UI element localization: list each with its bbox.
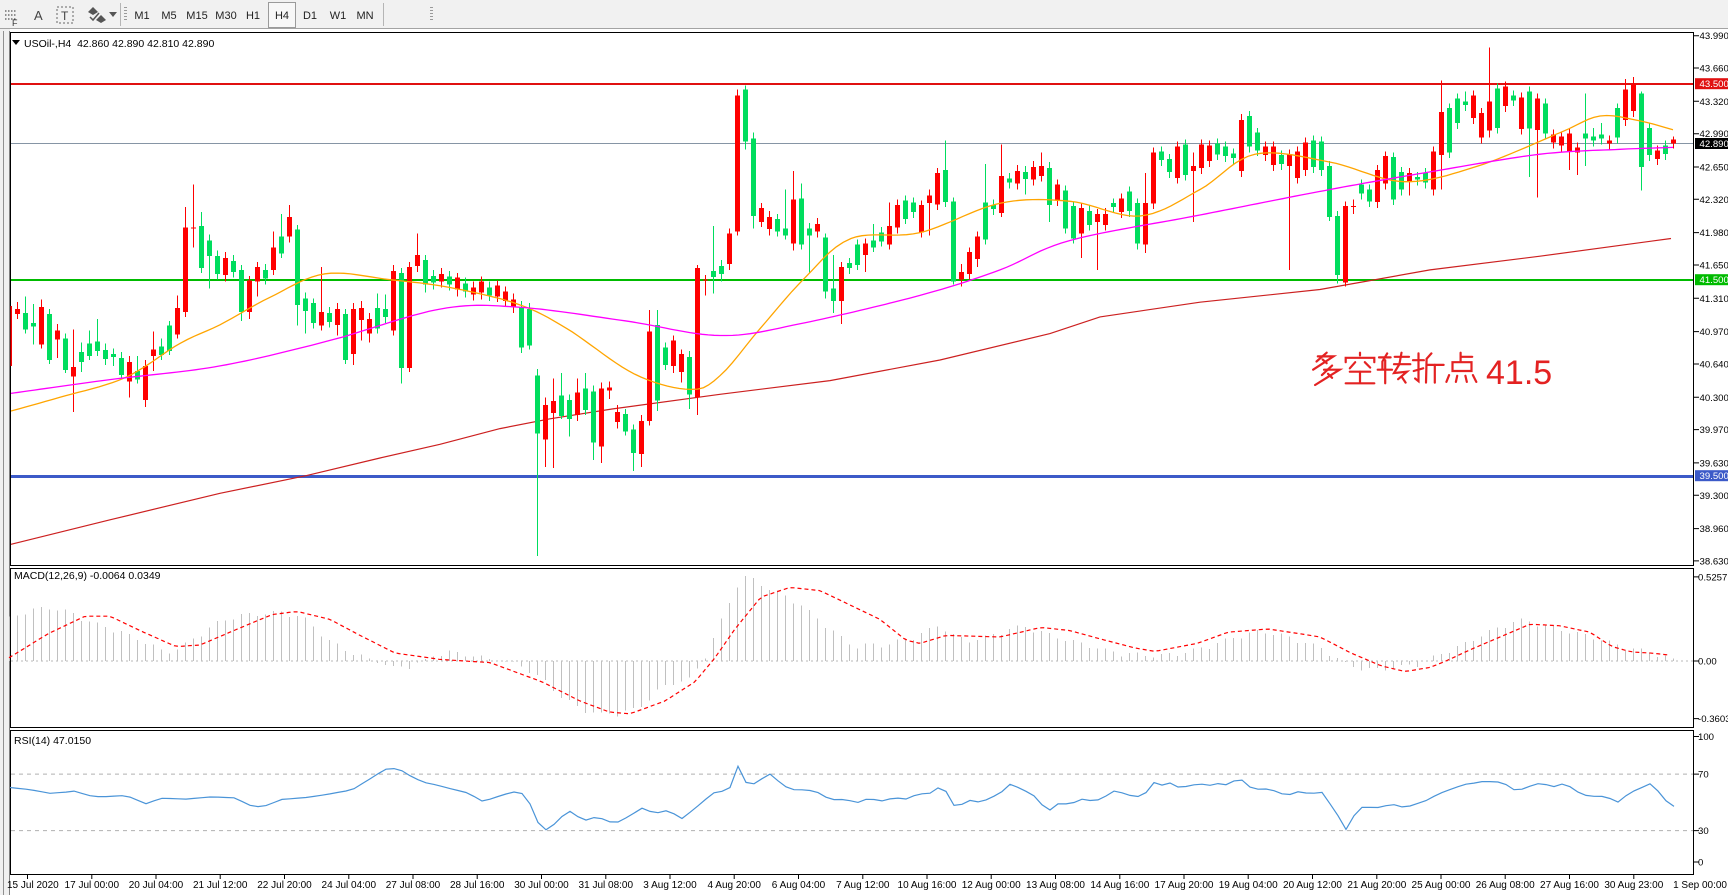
svg-text:43.990: 43.990 bbox=[1700, 31, 1728, 42]
svg-text:42.890: 42.890 bbox=[1700, 139, 1728, 150]
svg-text:26 Aug 08:00: 26 Aug 08:00 bbox=[1476, 880, 1535, 891]
svg-text:H1: H1 bbox=[246, 10, 260, 22]
svg-text:MACD(12,26,9) -0.0064 0.0349: MACD(12,26,9) -0.0064 0.0349 bbox=[14, 570, 161, 582]
svg-text:12 Aug 00:00: 12 Aug 00:00 bbox=[962, 880, 1021, 891]
svg-text:17 Aug 20:00: 17 Aug 20:00 bbox=[1155, 880, 1214, 891]
svg-text:42.650: 42.650 bbox=[1700, 163, 1728, 174]
svg-text:30 Aug 23:00: 30 Aug 23:00 bbox=[1604, 880, 1663, 891]
svg-text:T: T bbox=[61, 9, 69, 23]
svg-text:7 Aug 12:00: 7 Aug 12:00 bbox=[836, 880, 890, 891]
svg-text:M5: M5 bbox=[161, 10, 176, 22]
svg-text:W1: W1 bbox=[330, 10, 347, 22]
svg-text:22 Jul 20:00: 22 Jul 20:00 bbox=[257, 880, 312, 891]
svg-text:M30: M30 bbox=[215, 10, 236, 22]
svg-text:38.630: 38.630 bbox=[1700, 556, 1728, 567]
svg-text:10 Aug 16:00: 10 Aug 16:00 bbox=[898, 880, 957, 891]
svg-text:0.00: 0.00 bbox=[1698, 657, 1717, 668]
svg-text:D1: D1 bbox=[303, 10, 317, 22]
svg-text:USOil-,H4 42.860 42.890 42.81: USOil-,H4 42.860 42.890 42.810 42.890 bbox=[24, 38, 214, 50]
svg-text:40.640: 40.640 bbox=[1700, 360, 1728, 371]
svg-text:27 Jul 08:00: 27 Jul 08:00 bbox=[386, 880, 441, 891]
svg-text:0: 0 bbox=[1698, 858, 1703, 869]
svg-text:40.970: 40.970 bbox=[1700, 327, 1728, 338]
svg-text:41.310: 41.310 bbox=[1700, 294, 1728, 305]
svg-text:38.960: 38.960 bbox=[1700, 524, 1728, 535]
svg-text:21 Aug 20:00: 21 Aug 20:00 bbox=[1347, 880, 1406, 891]
svg-text:M1: M1 bbox=[134, 10, 149, 22]
svg-text:40.300: 40.300 bbox=[1700, 393, 1728, 404]
svg-text:17 Jul 00:00: 17 Jul 00:00 bbox=[65, 880, 120, 891]
svg-text:70: 70 bbox=[1698, 770, 1709, 781]
svg-text:1 Sep 00:00: 1 Sep 00:00 bbox=[1673, 880, 1727, 891]
svg-text:31 Jul 08:00: 31 Jul 08:00 bbox=[579, 880, 634, 891]
svg-text:39.630: 39.630 bbox=[1700, 458, 1728, 469]
svg-text:15 Jul 2020: 15 Jul 2020 bbox=[7, 880, 59, 891]
svg-text:F: F bbox=[12, 18, 18, 28]
svg-text:M15: M15 bbox=[186, 10, 207, 22]
svg-text:25 Aug 00:00: 25 Aug 00:00 bbox=[1412, 880, 1471, 891]
svg-text:41.980: 41.980 bbox=[1700, 228, 1728, 239]
svg-text:43.660: 43.660 bbox=[1700, 64, 1728, 75]
svg-text:39.970: 39.970 bbox=[1700, 425, 1728, 436]
svg-text:27 Aug 16:00: 27 Aug 16:00 bbox=[1540, 880, 1599, 891]
svg-text:43.320: 43.320 bbox=[1700, 97, 1728, 108]
svg-text:20 Jul 04:00: 20 Jul 04:00 bbox=[129, 880, 184, 891]
svg-text:13 Aug 08:00: 13 Aug 08:00 bbox=[1026, 880, 1085, 891]
svg-text:41.500: 41.500 bbox=[1700, 275, 1728, 286]
svg-text:30 Jul 00:00: 30 Jul 00:00 bbox=[514, 880, 569, 891]
svg-text:42.990: 42.990 bbox=[1700, 129, 1728, 140]
svg-text:20 Aug 12:00: 20 Aug 12:00 bbox=[1283, 880, 1342, 891]
svg-text:43.500: 43.500 bbox=[1700, 79, 1728, 90]
svg-text:28 Jul 16:00: 28 Jul 16:00 bbox=[450, 880, 505, 891]
svg-text:42.320: 42.320 bbox=[1700, 195, 1728, 206]
svg-text:39.500: 39.500 bbox=[1700, 471, 1728, 482]
svg-text:30: 30 bbox=[1698, 826, 1709, 837]
svg-text:A: A bbox=[34, 8, 43, 23]
svg-text:4 Aug 20:00: 4 Aug 20:00 bbox=[708, 880, 762, 891]
svg-text:H4: H4 bbox=[275, 10, 289, 22]
svg-text:MN: MN bbox=[356, 10, 373, 22]
svg-text:41.650: 41.650 bbox=[1700, 261, 1728, 272]
svg-text:3 Aug 12:00: 3 Aug 12:00 bbox=[643, 880, 697, 891]
svg-text:14 Aug 16:00: 14 Aug 16:00 bbox=[1090, 880, 1149, 891]
svg-text:0.5257: 0.5257 bbox=[1698, 572, 1727, 583]
svg-text:100: 100 bbox=[1698, 732, 1714, 743]
svg-text:19 Aug 04:00: 19 Aug 04:00 bbox=[1219, 880, 1278, 891]
svg-text:RSI(14) 47.0150: RSI(14) 47.0150 bbox=[14, 735, 91, 747]
svg-text:21 Jul 12:00: 21 Jul 12:00 bbox=[193, 880, 248, 891]
svg-text:-0.3603: -0.3603 bbox=[1698, 714, 1728, 725]
svg-text:6 Aug 04:00: 6 Aug 04:00 bbox=[772, 880, 826, 891]
svg-text:41.5: 41.5 bbox=[1486, 354, 1552, 392]
svg-text:24 Jul 04:00: 24 Jul 04:00 bbox=[322, 880, 377, 891]
svg-text:39.300: 39.300 bbox=[1700, 491, 1728, 502]
